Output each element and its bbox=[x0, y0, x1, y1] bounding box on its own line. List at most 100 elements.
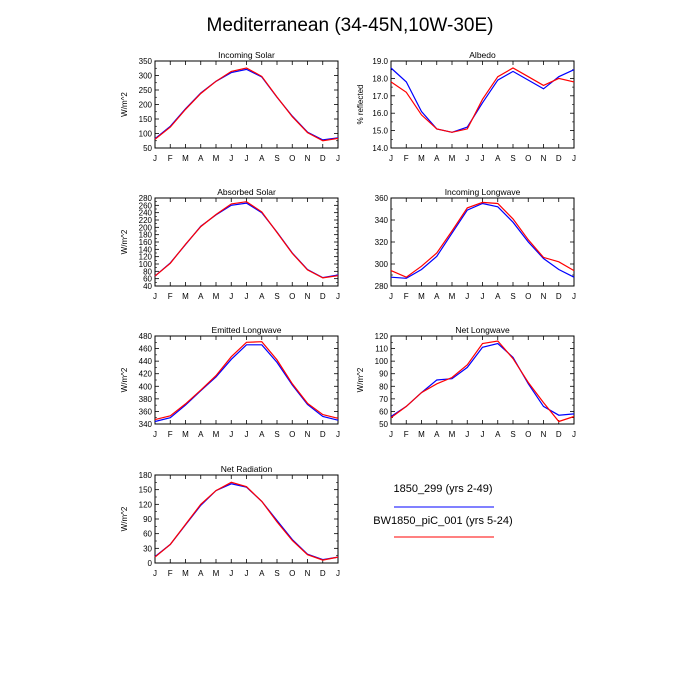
x-tick-label: N bbox=[541, 154, 547, 163]
x-tick-label: N bbox=[305, 569, 311, 578]
x-tick-label: J bbox=[572, 292, 576, 301]
y-tick-label: 340 bbox=[375, 216, 389, 225]
y-tick-label: 300 bbox=[139, 72, 153, 81]
x-tick-label: A bbox=[198, 569, 204, 578]
x-tick-label: J bbox=[229, 292, 233, 301]
x-tick-label: J bbox=[336, 154, 340, 163]
y-tick-label: 18.0 bbox=[372, 74, 388, 83]
x-tick-label: S bbox=[274, 569, 279, 578]
y-tick-label: 50 bbox=[143, 144, 152, 153]
y-tick-label: 160 bbox=[139, 238, 153, 247]
y-tick-label: 100 bbox=[139, 130, 153, 139]
x-tick-label: J bbox=[153, 154, 157, 163]
x-tick-label: J bbox=[465, 154, 469, 163]
plot-frame bbox=[154, 197, 339, 287]
x-tick-label: J bbox=[481, 154, 485, 163]
plot-frame bbox=[154, 474, 339, 564]
y-tick-label: 0 bbox=[148, 559, 153, 568]
x-tick-label: A bbox=[259, 292, 265, 301]
y-axis-label: W/m^2 bbox=[356, 367, 365, 392]
x-tick-label: A bbox=[495, 430, 501, 439]
panel-title: Net Radiation bbox=[221, 464, 273, 474]
x-tick-label: N bbox=[541, 430, 547, 439]
plot-frame bbox=[390, 335, 575, 425]
x-tick-label: D bbox=[556, 430, 562, 439]
x-tick-label: S bbox=[274, 430, 279, 439]
y-tick-label: 50 bbox=[379, 420, 388, 429]
y-tick-label: 360 bbox=[139, 407, 153, 416]
y-tick-label: 420 bbox=[139, 370, 153, 379]
x-tick-label: J bbox=[245, 292, 249, 301]
x-tick-label: J bbox=[481, 430, 485, 439]
x-tick-label: M bbox=[182, 569, 189, 578]
y-tick-label: 340 bbox=[139, 420, 153, 429]
x-tick-label: A bbox=[434, 430, 440, 439]
y-tick-label: 90 bbox=[379, 370, 388, 379]
plot-frame bbox=[390, 197, 575, 287]
y-tick-label: 70 bbox=[379, 395, 388, 404]
x-tick-label: O bbox=[289, 569, 295, 578]
y-axis-label: % reflected bbox=[356, 84, 365, 124]
y-tick-label: 100 bbox=[375, 357, 389, 366]
series-line-1 bbox=[154, 202, 339, 279]
y-tick-label: 440 bbox=[139, 357, 153, 366]
y-tick-label: 220 bbox=[139, 216, 153, 225]
x-tick-label: M bbox=[449, 292, 456, 301]
x-tick-label: N bbox=[305, 430, 311, 439]
x-tick-label: J bbox=[389, 430, 393, 439]
y-axis-label: W/m^2 bbox=[120, 367, 129, 392]
y-tick-label: 120 bbox=[375, 332, 389, 341]
panel-title: Absorbed Solar bbox=[217, 187, 276, 197]
x-tick-label: D bbox=[556, 154, 562, 163]
y-tick-label: 80 bbox=[379, 382, 388, 391]
x-tick-label: M bbox=[449, 154, 456, 163]
x-tick-label: F bbox=[404, 154, 409, 163]
x-tick-label: A bbox=[495, 154, 501, 163]
y-tick-label: 17.0 bbox=[372, 92, 388, 101]
y-tick-label: 350 bbox=[139, 57, 153, 66]
y-tick-label: 380 bbox=[139, 395, 153, 404]
y-tick-label: 180 bbox=[139, 471, 153, 480]
x-tick-label: J bbox=[465, 292, 469, 301]
x-tick-label: F bbox=[404, 430, 409, 439]
x-tick-label: M bbox=[182, 430, 189, 439]
x-tick-label: J bbox=[481, 292, 485, 301]
plot-frame bbox=[154, 60, 339, 149]
y-tick-label: 60 bbox=[143, 530, 152, 539]
y-tick-label: 100 bbox=[139, 260, 153, 269]
series-line-2 bbox=[154, 341, 339, 421]
y-tick-label: 90 bbox=[143, 515, 152, 524]
x-tick-label: J bbox=[153, 569, 157, 578]
y-tick-label: 120 bbox=[139, 253, 153, 262]
x-tick-label: J bbox=[465, 430, 469, 439]
x-tick-label: N bbox=[305, 154, 311, 163]
x-tick-label: F bbox=[404, 292, 409, 301]
x-tick-label: M bbox=[182, 154, 189, 163]
series-line-2 bbox=[390, 67, 575, 133]
x-tick-label: F bbox=[168, 430, 173, 439]
x-tick-label: J bbox=[389, 292, 393, 301]
y-tick-label: 260 bbox=[139, 201, 153, 210]
y-tick-label: 15.0 bbox=[372, 127, 388, 136]
y-tick-label: 200 bbox=[139, 223, 153, 232]
y-tick-label: 80 bbox=[143, 267, 152, 276]
x-tick-label: A bbox=[198, 154, 204, 163]
y-tick-label: 16.0 bbox=[372, 109, 388, 118]
x-tick-label: A bbox=[198, 430, 204, 439]
y-tick-label: 240 bbox=[139, 209, 153, 218]
x-tick-label: J bbox=[153, 430, 157, 439]
x-tick-label: O bbox=[525, 154, 531, 163]
series-line-1 bbox=[154, 483, 339, 561]
x-tick-label: A bbox=[495, 292, 501, 301]
legend-label-1: 1850_299 (yrs 2-49) bbox=[393, 483, 492, 495]
panel-title: Incoming Solar bbox=[218, 50, 275, 60]
series-line-2 bbox=[154, 481, 339, 561]
x-tick-label: A bbox=[434, 292, 440, 301]
y-tick-label: 400 bbox=[139, 382, 153, 391]
x-tick-label: J bbox=[245, 569, 249, 578]
y-tick-label: 120 bbox=[139, 500, 153, 509]
panel-title: Incoming Longwave bbox=[445, 187, 521, 197]
